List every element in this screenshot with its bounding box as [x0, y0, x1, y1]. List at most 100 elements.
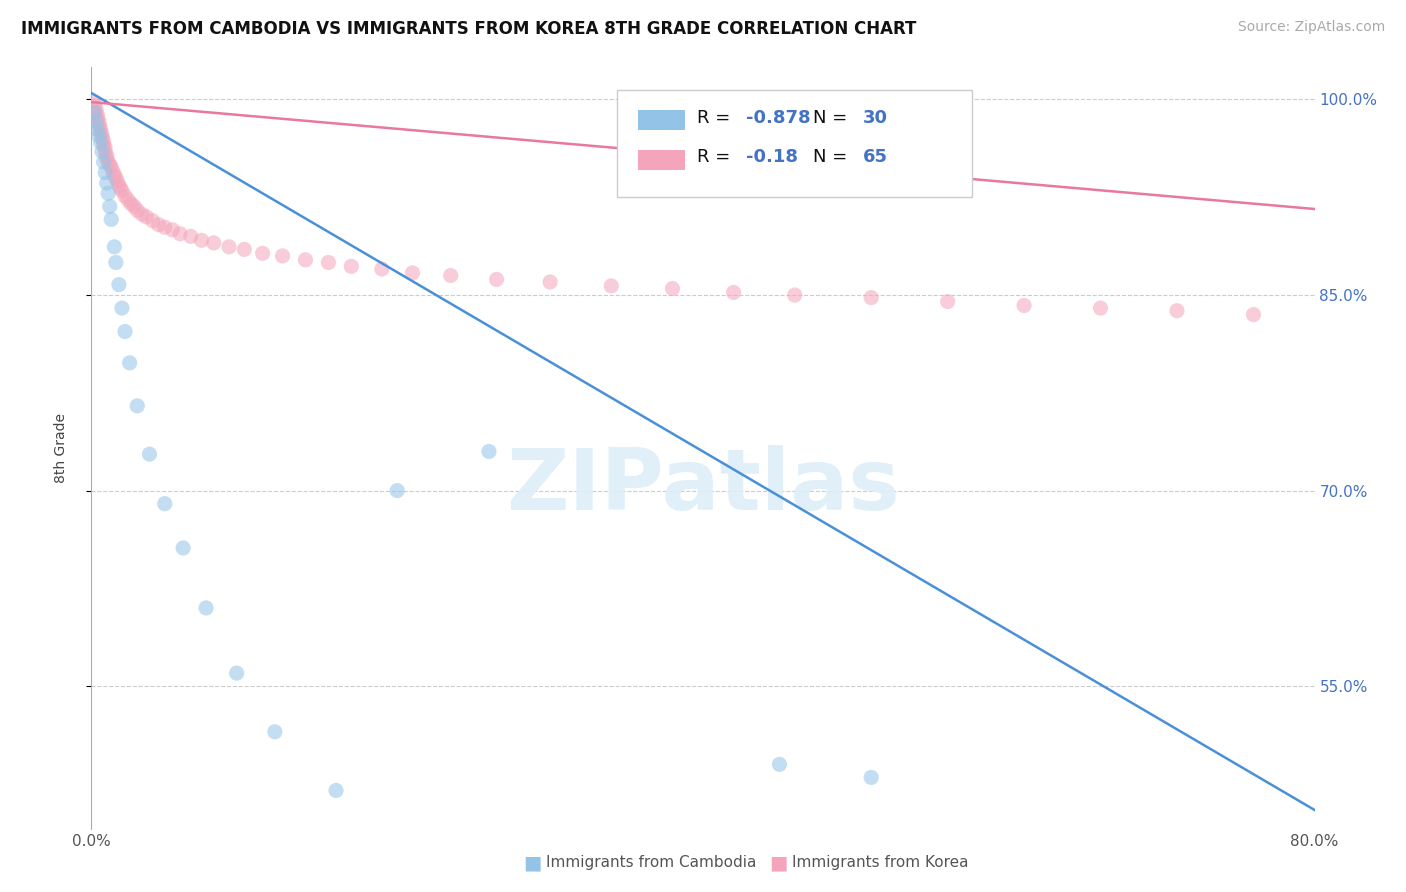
- Point: [84, 102, 107, 116]
- Point: [138, 447, 160, 461]
- Text: ■: ■: [523, 853, 541, 872]
- Point: [100, 212, 122, 227]
- Point: [86, 122, 108, 136]
- Point: [153, 220, 176, 235]
- Point: [86, 112, 108, 126]
- Point: [83, 105, 105, 120]
- Point: [120, 196, 142, 211]
- Point: [1012, 298, 1035, 312]
- Point: [202, 235, 225, 250]
- Point: [104, 170, 127, 185]
- Point: [114, 325, 136, 339]
- Point: [172, 541, 194, 555]
- Point: [94, 145, 117, 159]
- Text: 65: 65: [863, 148, 889, 166]
- Text: 30: 30: [863, 109, 889, 127]
- Point: [218, 240, 240, 254]
- Point: [108, 178, 131, 193]
- Point: [108, 277, 131, 292]
- Point: [264, 724, 287, 739]
- Point: [195, 601, 218, 615]
- Text: ZIPatlas: ZIPatlas: [506, 445, 900, 528]
- Point: [440, 268, 463, 283]
- Point: [98, 158, 121, 172]
- Point: [131, 207, 153, 221]
- Point: [225, 666, 247, 681]
- Point: [127, 203, 149, 218]
- Point: [91, 128, 114, 142]
- Point: [169, 227, 191, 241]
- Point: [325, 783, 347, 797]
- Point: [87, 128, 110, 143]
- Point: [83, 99, 105, 113]
- Point: [141, 213, 163, 227]
- Point: [1243, 308, 1265, 322]
- Point: [96, 176, 118, 190]
- Point: [111, 184, 134, 198]
- Text: IMMIGRANTS FROM CAMBODIA VS IMMIGRANTS FROM KOREA 8TH GRADE CORRELATION CHART: IMMIGRANTS FROM CAMBODIA VS IMMIGRANTS F…: [21, 20, 917, 37]
- Point: [90, 121, 112, 136]
- Point: [93, 138, 115, 153]
- Point: [180, 229, 202, 244]
- Point: [110, 181, 132, 195]
- Point: [318, 255, 340, 269]
- Point: [84, 105, 107, 120]
- Point: [96, 148, 118, 162]
- Point: [87, 114, 110, 128]
- Point: [103, 240, 125, 254]
- Point: [97, 186, 120, 201]
- Point: [111, 301, 134, 315]
- Text: Immigrants from Cambodia: Immigrants from Cambodia: [546, 855, 756, 870]
- Text: -0.878: -0.878: [745, 109, 810, 127]
- Point: [93, 134, 115, 148]
- Point: [252, 246, 274, 260]
- Point: [768, 757, 790, 772]
- Point: [385, 483, 409, 498]
- Point: [87, 119, 110, 133]
- Point: [478, 444, 501, 458]
- Point: [86, 108, 108, 122]
- Point: [936, 294, 959, 309]
- FancyBboxPatch shape: [617, 90, 972, 196]
- Point: [118, 356, 141, 370]
- Text: R =: R =: [697, 148, 735, 166]
- Text: Source: ZipAtlas.com: Source: ZipAtlas.com: [1237, 20, 1385, 34]
- Point: [114, 189, 136, 203]
- Point: [94, 141, 117, 155]
- Point: [90, 136, 112, 150]
- Point: [103, 168, 125, 182]
- Text: Immigrants from Korea: Immigrants from Korea: [792, 855, 969, 870]
- Point: [271, 249, 294, 263]
- Point: [122, 199, 145, 213]
- Point: [84, 114, 107, 128]
- Point: [98, 199, 121, 213]
- Point: [190, 233, 212, 247]
- Point: [294, 252, 316, 267]
- Y-axis label: 8th Grade: 8th Grade: [53, 413, 67, 483]
- Point: [97, 155, 120, 169]
- Point: [661, 281, 683, 295]
- Point: [723, 285, 745, 300]
- Text: -0.18: -0.18: [745, 148, 797, 166]
- Point: [90, 125, 112, 139]
- Point: [96, 151, 118, 165]
- Point: [104, 255, 127, 269]
- Point: [101, 164, 124, 178]
- Point: [783, 288, 806, 302]
- Point: [94, 165, 117, 179]
- Point: [1090, 301, 1112, 315]
- Point: [600, 279, 623, 293]
- Point: [153, 497, 176, 511]
- Point: [485, 272, 508, 286]
- Point: [860, 771, 883, 785]
- Text: R =: R =: [697, 109, 735, 127]
- Point: [860, 291, 883, 305]
- Text: N =: N =: [813, 148, 853, 166]
- Bar: [638, 111, 685, 130]
- Point: [162, 223, 184, 237]
- Point: [340, 260, 363, 274]
- Text: ■: ■: [769, 853, 787, 872]
- Point: [1166, 303, 1188, 318]
- Point: [401, 266, 423, 280]
- Point: [117, 193, 139, 207]
